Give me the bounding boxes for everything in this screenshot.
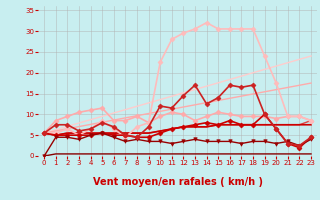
X-axis label: Vent moyen/en rafales ( km/h ): Vent moyen/en rafales ( km/h ) [92,177,263,187]
